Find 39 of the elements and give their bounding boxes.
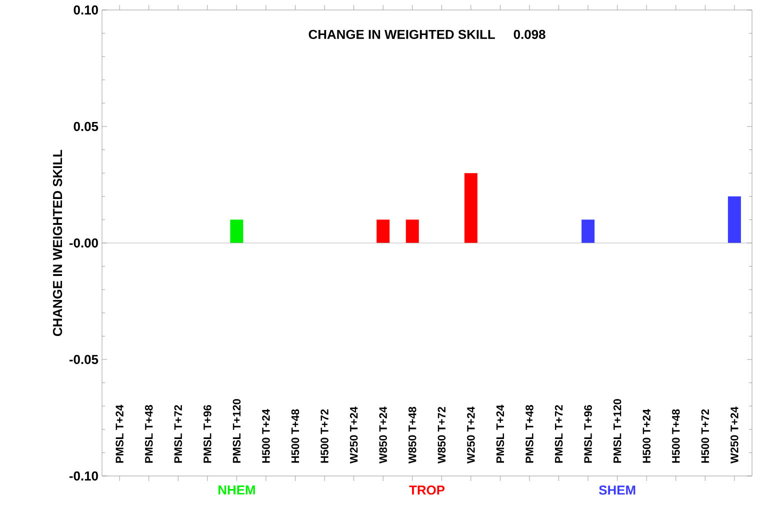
x-tick-label: H500 T+24 (642, 409, 650, 463)
x-tick-label: W850 T+24 (379, 406, 387, 464)
y-axis-title: CHANGE IN WEIGHTED SKILL (52, 150, 62, 336)
x-tick-label: W250 T+24 (730, 406, 738, 464)
x-tick-label: PMSL T+120 (613, 399, 622, 463)
x-tick-label: H500 T+72 (320, 409, 328, 463)
x-tick-label: PMSL T+96 (584, 405, 592, 463)
x-tick-label: PMSL T+72 (554, 405, 563, 463)
y-tick-label: 0.05 (74, 122, 98, 132)
y-tick-label: -0.00 (69, 238, 98, 248)
bar (376, 220, 390, 243)
x-tick-label: PMSL T+48 (526, 405, 534, 463)
bar (582, 220, 595, 243)
x-tick-label: PMSL T+48 (144, 405, 153, 463)
bar (728, 196, 741, 243)
x-tick-label: H500 T+48 (672, 409, 680, 463)
x-tick-label: H500 T+24 (262, 409, 270, 463)
text: SHEM (598, 486, 636, 495)
x-tick-label: W250 T+24 (350, 406, 358, 464)
y-tick-label: 0.10 (74, 5, 98, 15)
x-tick-label: W250 T+24 (467, 406, 475, 464)
x-tick-label: PMSL T+72 (174, 405, 182, 463)
text: TROP (409, 486, 445, 495)
x-tick-label: W850 T+72 (438, 406, 446, 464)
x-tick-label: PMSL T+96 (204, 405, 212, 463)
x-tick-label: PMSL T+24 (496, 404, 504, 463)
bar (230, 220, 244, 243)
text: 0.098 (514, 30, 546, 39)
y-tick-label: -0.05 (69, 354, 98, 364)
y-tick-label: -0.10 (69, 471, 98, 481)
bar (406, 220, 419, 243)
x-tick-label: W850 T+48 (408, 406, 416, 464)
text: NHEM (218, 486, 255, 494)
bar (464, 173, 478, 243)
x-tick-label: PMSL T+120 (232, 399, 241, 463)
x-tick-label: H500 T+48 (291, 409, 300, 463)
x-tick-label: PMSL T+24 (116, 404, 124, 463)
x-tick-label: H500 T+72 (701, 409, 710, 463)
text: CHANGE IN WEIGHTED SKILL (308, 30, 495, 39)
